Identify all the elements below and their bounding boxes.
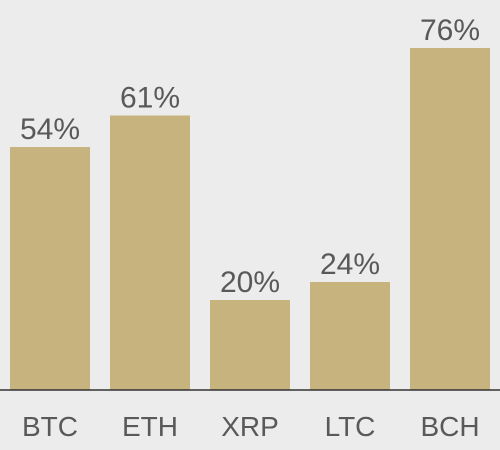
bar-bch [410, 48, 490, 390]
value-label-xrp: 20% [220, 266, 280, 299]
x-tick-label-ltc: LTC [325, 411, 376, 442]
x-tick-label-xrp: XRP [221, 411, 279, 442]
bar-eth [110, 115, 190, 390]
bars-layer [10, 48, 490, 390]
value-label-btc: 54% [20, 113, 80, 146]
bar-ltc [310, 282, 390, 390]
value-label-ltc: 24% [320, 248, 380, 281]
bar-btc [10, 147, 90, 390]
tick-labels-layer: BTC ETH XRP LTC BCH [22, 411, 480, 442]
x-tick-label-btc: BTC [22, 411, 78, 442]
value-label-bch: 76% [420, 14, 480, 47]
bar-xrp [210, 300, 290, 390]
value-label-eth: 61% [120, 82, 180, 115]
x-tick-label-bch: BCH [420, 411, 479, 442]
value-labels-layer: 54% 61% 20% 24% 76% [20, 14, 480, 299]
x-tick-label-eth: ETH [122, 411, 178, 442]
